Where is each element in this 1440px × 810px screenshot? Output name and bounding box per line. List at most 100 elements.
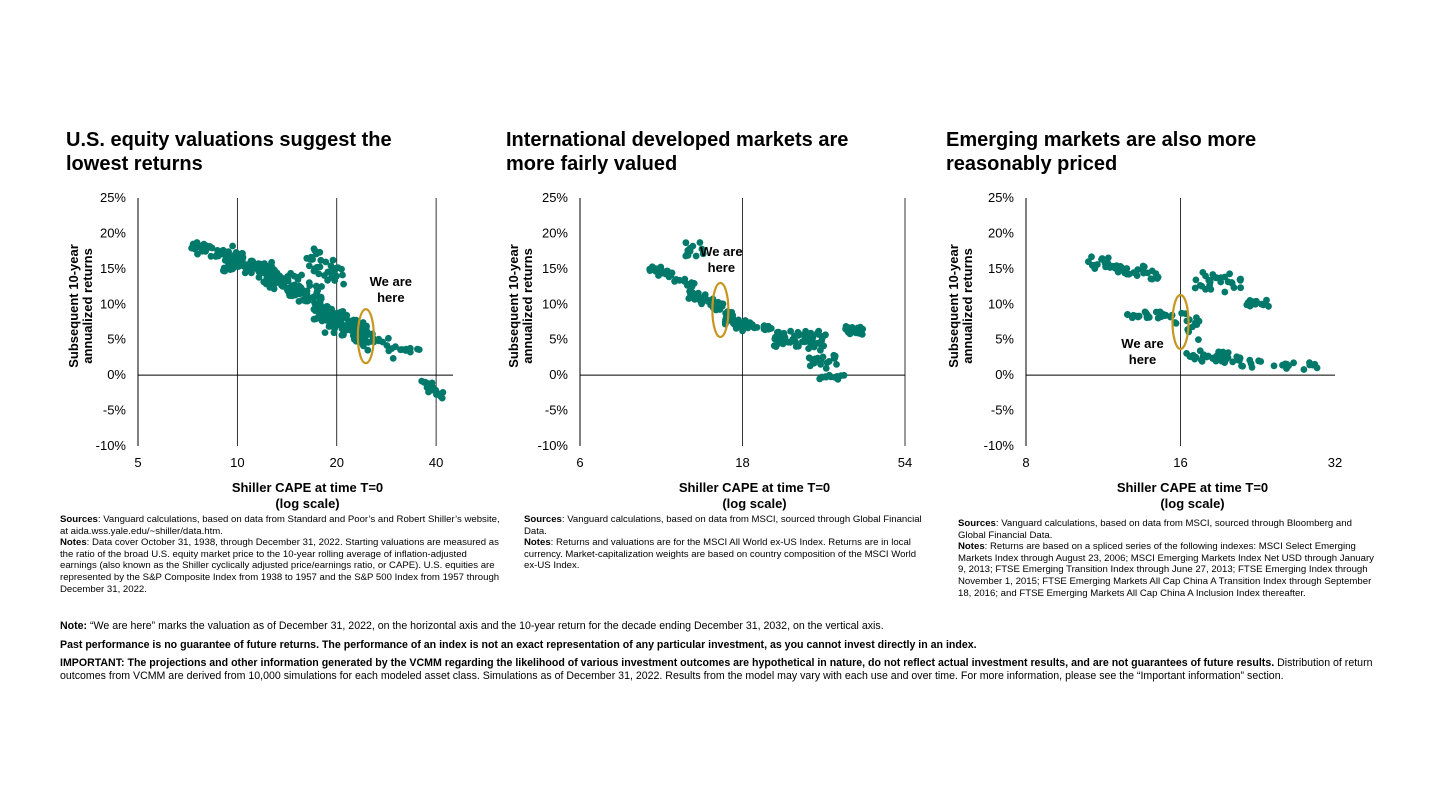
data-point [846,329,854,336]
we-are-here-ring [356,308,375,365]
data-point [278,274,286,282]
data-point [1236,356,1243,364]
data-point [1198,282,1206,290]
y-tick-label: 25% [100,190,126,205]
data-point [313,263,321,271]
data-point [305,279,313,286]
x-axis-title: Shiller CAPE at time T=0 [1117,480,1268,495]
data-point [1210,354,1218,362]
data-point [1261,300,1269,308]
we-are-here-label: We are [370,274,412,289]
x-tick-label: 32 [1328,455,1342,470]
data-point [317,256,325,264]
y-tick-label: -5% [103,403,127,418]
data-point [316,248,324,256]
x-axis-title-line2: (log scale) [722,496,786,511]
data-point [1192,276,1200,284]
data-point [690,280,698,287]
chart-2-international: -10% -5% 0% 5% 10% 15% 20% 25% 6 18 54 Shiller CAPE… [506,190,912,511]
data-point [392,343,399,350]
data-point [805,345,812,352]
data-point [1134,313,1142,321]
data-point [1210,273,1218,281]
data-point [1139,267,1147,274]
data-point [689,289,697,296]
data-point [1224,349,1232,356]
data-point [364,346,372,354]
data-point [402,345,410,353]
y-tick-label: -5% [991,403,1015,418]
data-point [1142,309,1150,316]
data-point [744,324,752,332]
data-point [1237,284,1244,292]
data-point [770,342,778,350]
data-point [1191,284,1199,292]
data-point [823,359,831,367]
data-point [295,283,302,291]
data-point [385,334,392,342]
y-tick-label: -10% [96,438,127,453]
y-tick-label: 20% [988,225,1014,240]
data-point [418,377,426,385]
data-point [1193,314,1200,321]
data-point [1246,356,1254,364]
data-point [331,313,339,321]
data-point [332,264,340,272]
y-tick-label: 0% [549,367,568,382]
y-tick-label: 0% [995,367,1014,382]
data-point [306,255,313,263]
data-point [1189,323,1196,331]
data-point [1154,273,1162,281]
data-point [830,351,838,359]
data-point [822,331,829,339]
data-point [194,250,201,258]
data-point [737,323,745,331]
we-are-here-label: We are [700,244,742,259]
data-point [299,296,307,304]
data-point [833,361,840,368]
chart-1-title: U.S. equity valuations suggest the lowest… [66,129,392,175]
y-axis-title: Subsequent 10-yearannualized returns [946,244,975,368]
data-point [305,262,313,270]
we-are-here-label: We are [1121,336,1163,351]
y-tick-label: 15% [542,261,568,276]
data-point [248,257,256,265]
we-are-here-label-line2: here [1129,352,1156,367]
data-point [1300,366,1308,373]
data-point [290,272,298,280]
y-tick-label: 20% [100,225,126,240]
data-point [301,291,309,299]
data-point [1204,352,1212,360]
data-point [1104,254,1112,262]
data-point [270,285,278,293]
data-point [298,271,305,279]
we-are-here-label-line2: here [708,260,735,275]
data-point [326,320,334,328]
data-point [809,336,816,344]
chart-1-sources: Sources: Vanguard calculations, based on… [60,514,500,595]
data-point [312,301,320,309]
data-point [224,253,232,261]
we-are-here-ring [1171,293,1190,351]
data-point [794,332,802,339]
y-tick-label: 10% [988,296,1014,311]
chart-3-emerging: -10% -5% 0% 5% 10% 15% 20% 25% 8 16 32 Shiller CAPE… [946,190,1342,511]
data-point [735,316,742,324]
data-point [231,263,238,271]
data-point [322,303,330,311]
data-point [822,373,830,381]
data-point [321,272,328,279]
data-point [692,252,700,260]
data-point [685,295,693,302]
x-axis-title-line2: (log scale) [275,496,339,511]
data-point [316,307,324,315]
data-point [819,353,827,361]
footer-important: IMPORTANT: The projections and other inf… [60,657,1373,682]
data-point [1106,264,1114,271]
data-point [810,343,818,351]
data-point [1290,359,1297,367]
x-tick-label: 40 [429,455,443,470]
data-point [1196,347,1204,355]
data-point [1244,299,1252,307]
x-tick-label: 8 [1022,455,1029,470]
